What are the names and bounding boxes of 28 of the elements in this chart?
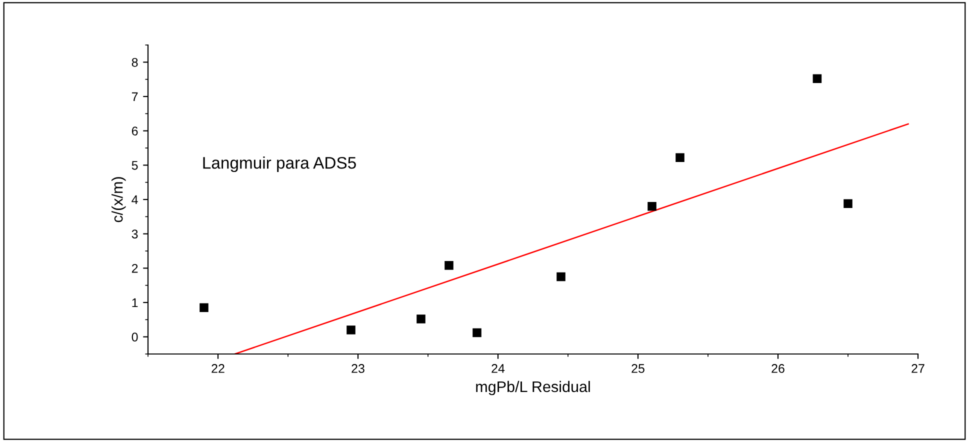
y-tick-label: 5 (132, 161, 138, 170)
y-tick-label: 3 (132, 230, 138, 238)
y-tick-label: 6 (132, 126, 138, 136)
point (200, 303, 208, 312)
x-tick-label: 22 (212, 364, 224, 373)
x-tick-label: 25 (632, 364, 644, 373)
point (416, 314, 426, 324)
annotation: Langmuir para ADS5 (203, 156, 356, 172)
point (556, 272, 566, 282)
point (844, 199, 852, 208)
point (648, 202, 656, 211)
y-tick-label: 0 (132, 332, 138, 342)
y-axis-title: c/(x/m) (112, 177, 126, 222)
y-tick-label: 8 (132, 58, 138, 67)
point (472, 328, 482, 338)
y-tick-label: 7 (132, 92, 138, 102)
point (346, 326, 356, 334)
point (444, 261, 454, 270)
x-tick-label: 27 (912, 364, 924, 373)
point (812, 74, 822, 84)
y-tick-label: 4 (132, 195, 138, 204)
x-tick-label: 23 (352, 364, 364, 373)
point (676, 153, 684, 162)
y-tick-label: 1 (132, 298, 138, 308)
x-tick-label: 24 (492, 364, 505, 373)
y-tick-label: 2 (132, 264, 138, 273)
x-axis-title: mgPb/L Residual (476, 380, 590, 396)
x-tick-label: 26 (772, 364, 784, 373)
